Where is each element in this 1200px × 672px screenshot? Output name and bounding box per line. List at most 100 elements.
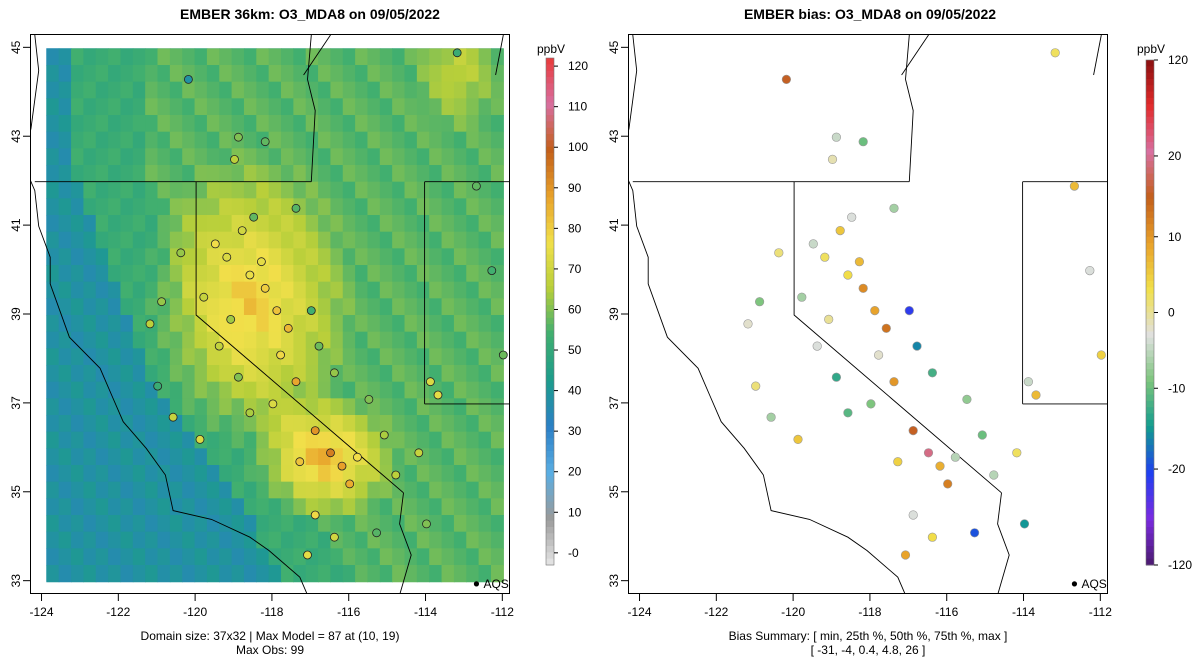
model-grid-cell	[318, 215, 332, 233]
model-grid-cell	[46, 98, 60, 116]
bias-colorbar-tick-label: -120	[1168, 558, 1192, 572]
model-grid-cell	[342, 365, 356, 383]
model-grid-cell	[318, 565, 332, 583]
model-grid-cell	[132, 181, 146, 199]
model-grid-cell	[293, 415, 307, 433]
model-grid-cell	[219, 181, 233, 199]
model-grid-cell	[490, 165, 504, 183]
model-grid-cell	[268, 181, 282, 199]
model-grid-cell	[169, 298, 183, 316]
model-grid-cell	[268, 465, 282, 483]
model-grid-cell	[182, 481, 196, 499]
bias-site-marker	[889, 203, 899, 213]
model-grid-cell	[355, 48, 369, 66]
concentration-colorbar-segment	[546, 127, 554, 135]
model-grid-cell	[416, 398, 430, 416]
model-grid-cell	[120, 365, 134, 383]
model-grid-cell	[355, 548, 369, 566]
bias-site-marker	[812, 341, 822, 351]
model-grid-cell	[46, 248, 60, 266]
concentration-colorbar-segment	[546, 153, 554, 160]
model-grid-cell	[490, 331, 504, 349]
y-tick-label: 33	[607, 574, 621, 588]
model-grid-cell	[355, 81, 369, 99]
model-grid-cell	[194, 498, 208, 516]
model-grid-cell	[243, 298, 257, 316]
bias-colorbar-segment	[1146, 407, 1154, 414]
model-grid-cell	[305, 98, 319, 116]
bias-colorbar-tick-label: 120	[1168, 53, 1188, 67]
model-grid-cell	[318, 315, 332, 333]
model-grid-cell	[95, 248, 109, 266]
model-grid-cell	[281, 281, 294, 299]
model-grid-cell	[256, 481, 270, 499]
model-grid-cell	[256, 65, 270, 83]
model-grid-cell	[194, 115, 208, 133]
model-grid-cell	[367, 298, 381, 316]
model-grid-cell	[293, 215, 307, 233]
obs-site-marker	[295, 457, 305, 467]
model-grid-cell	[182, 531, 196, 549]
bias-colorbar-segment	[1146, 91, 1154, 99]
model-grid-cell	[330, 348, 344, 366]
bias-colorbar-segment	[1146, 262, 1154, 269]
model-grid-cell	[416, 231, 430, 249]
model-grid-cell	[281, 398, 294, 416]
model-grid-cell	[330, 315, 344, 333]
concentration-colorbar-segment	[546, 343, 554, 351]
model-grid-cell	[182, 565, 196, 583]
model-grid-cell	[466, 531, 480, 549]
model-grid-cell	[355, 531, 369, 549]
model-grid-cell	[145, 531, 159, 549]
bias-colorbar-segment	[1146, 66, 1154, 74]
model-grid-cell	[243, 181, 257, 199]
model-grid-cell	[169, 315, 183, 333]
bias-site-marker	[831, 132, 841, 142]
model-grid-cell	[367, 131, 381, 149]
model-grid-cell	[342, 115, 356, 133]
bias-colorbar-segment	[1146, 161, 1154, 168]
model-grid-cell	[392, 48, 406, 66]
obs-site-marker	[276, 350, 286, 360]
model-grid-cell	[219, 381, 233, 399]
model-grid-cell	[120, 481, 134, 499]
model-grid-cell	[95, 148, 109, 166]
model-grid-cell	[441, 515, 455, 533]
model-grid-cell	[453, 181, 467, 199]
model-grid-cell	[132, 515, 146, 533]
obs-site-marker	[168, 412, 178, 422]
bias-site-marker	[847, 212, 857, 222]
model-grid-cell	[182, 148, 196, 166]
bias-site-marker	[854, 257, 864, 267]
model-grid-cell	[132, 131, 146, 149]
model-grid-cell	[46, 381, 60, 399]
model-grid-cell	[58, 65, 72, 83]
model-grid-cell	[490, 498, 504, 516]
obs-site-marker	[306, 306, 316, 316]
concentration-colorbar-segment	[546, 58, 554, 65]
model-grid-cell	[429, 431, 443, 449]
model-grid-cell	[392, 415, 406, 433]
model-grid-cell	[478, 515, 492, 533]
obs-site-marker	[256, 257, 266, 267]
obs-site-marker	[157, 297, 167, 307]
model-grid-cell	[441, 281, 455, 299]
model-grid-cell	[355, 515, 369, 533]
bias-site-marker	[893, 457, 903, 467]
model-grid-cell	[157, 115, 171, 133]
model-grid-cell	[281, 548, 294, 566]
concentration-colorbar-segment	[546, 514, 554, 522]
model-grid-cell	[231, 198, 245, 216]
bias-colorbar-segment	[1146, 123, 1154, 130]
model-grid-cell	[231, 181, 245, 199]
x-tick-label: -118	[260, 605, 283, 619]
model-grid-cell	[367, 115, 381, 133]
model-grid-cell	[219, 98, 233, 116]
model-grid-cell	[157, 331, 171, 349]
x-tick-label: -120	[183, 605, 207, 619]
model-grid-cell	[342, 415, 356, 433]
model-grid-cell	[305, 231, 319, 249]
model-grid-cell	[231, 415, 245, 433]
model-grid-cell	[305, 348, 319, 366]
model-grid-cell	[355, 231, 369, 249]
